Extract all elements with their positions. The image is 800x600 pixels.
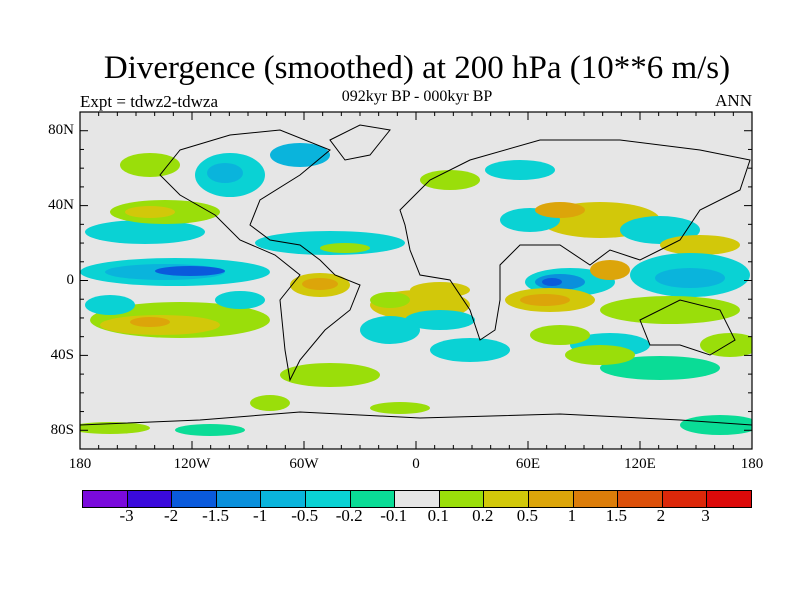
plot-title: Divergence (smoothed) at 200 hPa (10**6 …: [103, 50, 731, 86]
field-contour: [370, 292, 410, 308]
period-label: 092kyr BP - 000kyr BP: [341, 88, 493, 105]
coastlines: [80, 124, 752, 426]
colorbar-box: [261, 491, 306, 507]
colorbar-box: [305, 491, 351, 507]
field-contour: [120, 153, 180, 177]
colorbar-label: 2: [656, 506, 666, 525]
field-contour: [655, 268, 725, 288]
season-label: ANN: [715, 91, 752, 110]
colorbar-box: [350, 491, 396, 507]
field-contour: [80, 422, 150, 434]
colorbar-box: [127, 491, 173, 507]
colorbar: [82, 490, 752, 508]
divergence-field: [80, 143, 752, 436]
colorbar-label: 0.2: [472, 506, 494, 525]
field-contour: [485, 160, 555, 180]
lat-tick-label: 80N: [48, 122, 74, 138]
colorbar-box: [573, 491, 619, 507]
lon-tick-label: 60E: [515, 456, 541, 472]
field-contour: [430, 338, 510, 362]
colorbar-box: [439, 491, 485, 507]
field-contour: [320, 243, 370, 253]
field-contour: [535, 202, 585, 218]
field-contour: [175, 424, 245, 436]
colorbar-label: -1.5: [202, 506, 230, 525]
field-contour: [207, 163, 243, 183]
field-contour: [130, 317, 170, 327]
field-contour: [520, 294, 570, 306]
colorbar-label: -1: [253, 506, 268, 525]
colorbar-box: [172, 491, 217, 507]
colorbar-label: -0.1: [380, 506, 408, 525]
colorbar-label: -3: [119, 506, 134, 525]
experiment-label: Expt = tdwz2-tdwza: [80, 92, 218, 111]
field-contour: [590, 260, 630, 280]
colorbar-label: 0.5: [516, 506, 538, 525]
colorbar-box: [83, 491, 128, 507]
field-contour: [270, 143, 330, 167]
colorbar-box: [618, 491, 663, 507]
field-contour: [280, 363, 380, 387]
colorbar-box: [216, 491, 262, 507]
lon-tick-label: 120E: [624, 456, 656, 472]
field-contour: [215, 291, 265, 309]
colorbar-box: [662, 491, 708, 507]
field-contour: [660, 235, 740, 255]
colorbar-label: 1.5: [605, 506, 628, 525]
field-contour: [600, 296, 740, 324]
field-contour: [250, 395, 290, 411]
field-contour: [155, 266, 225, 276]
lat-tick-label: 40S: [50, 347, 74, 363]
lat-tick-label: 80S: [50, 422, 74, 438]
lon-tick-label: 180: [740, 456, 764, 472]
colorbar-label: 3: [701, 506, 710, 525]
field-contour: [125, 206, 175, 218]
field-contour: [600, 356, 720, 380]
colorbar-box: [395, 491, 440, 507]
field-contour: [360, 316, 420, 344]
field-contour: [680, 415, 752, 435]
colorbar-box: [484, 491, 529, 507]
field-contour: [85, 220, 205, 244]
colorbar-label: -0.5: [291, 506, 319, 525]
lat-tick-label: 0: [66, 272, 75, 288]
field-contour: [405, 310, 475, 330]
colorbar-label: 1: [567, 506, 577, 525]
field-contour: [530, 325, 590, 345]
colorbar-label: 0.1: [427, 506, 449, 525]
lat-tick-label: 40N: [48, 197, 74, 213]
lon-tick-label: 180: [68, 456, 92, 472]
field-contour: [420, 170, 480, 190]
colorbar-label: -2: [163, 506, 179, 525]
colorbar-label: -0.2: [335, 506, 363, 525]
field-contour: [302, 278, 338, 290]
field-contour: [410, 282, 470, 298]
field-contour: [542, 278, 562, 286]
lon-tick-label: 60W: [289, 456, 319, 472]
field-contour: [370, 402, 430, 414]
colorbar-box: [707, 491, 751, 507]
lon-tick-label: 0: [412, 456, 420, 472]
lon-tick-label: 120W: [173, 456, 211, 472]
field-contour: [565, 345, 635, 365]
colorbar-box: [528, 491, 574, 507]
field-contour: [85, 295, 135, 315]
